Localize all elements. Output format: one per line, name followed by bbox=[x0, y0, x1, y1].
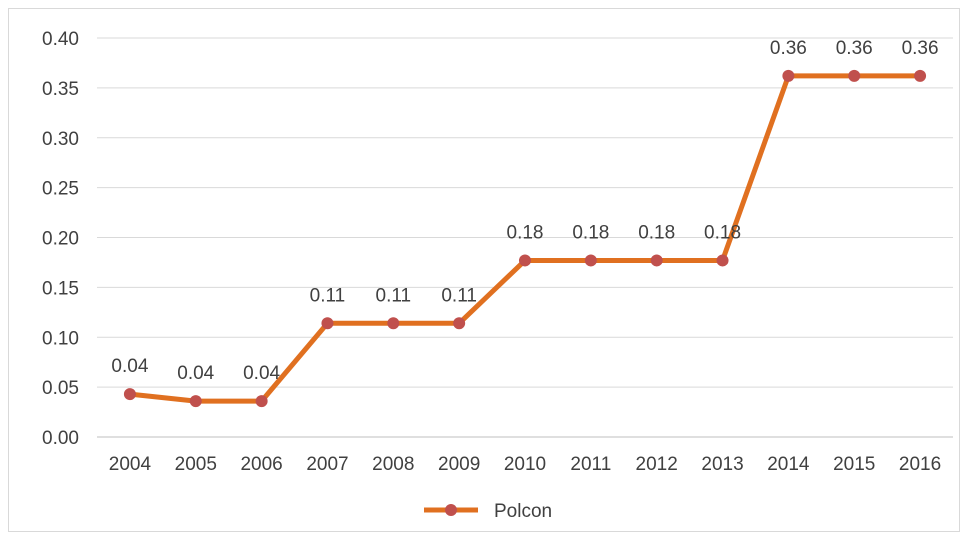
y-tick-label: 0.15 bbox=[42, 278, 79, 299]
y-tick-label: 0.05 bbox=[42, 378, 79, 399]
y-tick-label: 0.40 bbox=[42, 29, 79, 50]
data-point bbox=[453, 317, 466, 330]
x-tick-label: 2012 bbox=[636, 454, 678, 475]
data-label: 0.18 bbox=[704, 222, 741, 243]
x-tick-label: 2011 bbox=[570, 454, 611, 475]
data-point bbox=[321, 317, 334, 330]
x-tick-label: 2013 bbox=[701, 454, 743, 475]
data-point bbox=[255, 395, 268, 408]
legend-label-polcon: Polcon bbox=[494, 501, 552, 522]
data-labels: 0.04 0.04 0.04 0.11 0.11 0.11 0.18 0.18 0.18 0.18… bbox=[111, 38, 938, 384]
x-tick-label: 2008 bbox=[372, 454, 414, 475]
x-tick-label: 2006 bbox=[240, 454, 282, 475]
chart-frame bbox=[8, 8, 960, 532]
data-point bbox=[584, 254, 597, 267]
legend: Polcon bbox=[424, 501, 552, 522]
x-axis-ticks: 2004 2005 2006 2007 2008 2009 2010 2011 2012 2013… bbox=[109, 454, 941, 475]
data-point bbox=[716, 254, 729, 267]
gridlines bbox=[97, 37, 953, 438]
y-tick-label: 0.35 bbox=[42, 79, 79, 100]
x-tick-label: 2015 bbox=[833, 454, 875, 475]
data-point bbox=[123, 388, 136, 401]
y-tick-label: 0.10 bbox=[42, 328, 79, 349]
data-point bbox=[782, 69, 795, 82]
legend-marker-swatch bbox=[445, 504, 457, 516]
y-tick-label: 0.30 bbox=[42, 129, 79, 150]
data-label: 0.36 bbox=[836, 38, 873, 59]
data-point bbox=[650, 254, 663, 267]
data-label: 0.04 bbox=[243, 363, 280, 384]
data-label: 0.18 bbox=[572, 222, 609, 243]
y-tick-label: 0.25 bbox=[42, 179, 79, 200]
y-tick-label: 0.00 bbox=[42, 428, 79, 449]
y-tick-label: 0.20 bbox=[42, 229, 79, 250]
data-label: 0.18 bbox=[638, 222, 675, 243]
data-label: 0.11 bbox=[441, 285, 477, 306]
x-tick-label: 2009 bbox=[438, 454, 480, 475]
x-tick-label: 2010 bbox=[504, 454, 546, 475]
data-label: 0.36 bbox=[770, 38, 807, 59]
data-point bbox=[189, 395, 202, 408]
data-label: 0.11 bbox=[376, 285, 412, 306]
x-tick-label: 2007 bbox=[306, 454, 348, 475]
x-tick-label: 2014 bbox=[767, 454, 810, 475]
series-polcon bbox=[123, 69, 927, 408]
x-tick-label: 2004 bbox=[109, 454, 152, 475]
data-point bbox=[519, 254, 531, 267]
data-label: 0.11 bbox=[310, 285, 346, 306]
data-label: 0.04 bbox=[177, 363, 214, 384]
data-point bbox=[848, 69, 861, 82]
x-tick-label: 2016 bbox=[899, 454, 941, 475]
data-label: 0.04 bbox=[111, 356, 148, 377]
data-label: 0.36 bbox=[902, 38, 939, 59]
x-tick-label: 2005 bbox=[175, 454, 217, 475]
data-label: 0.18 bbox=[507, 222, 544, 243]
data-point bbox=[914, 69, 927, 82]
data-point bbox=[387, 317, 400, 330]
y-axis-ticks: 0.00 0.05 0.10 0.15 0.20 0.25 0.30 0.35 0.40 bbox=[42, 29, 79, 449]
